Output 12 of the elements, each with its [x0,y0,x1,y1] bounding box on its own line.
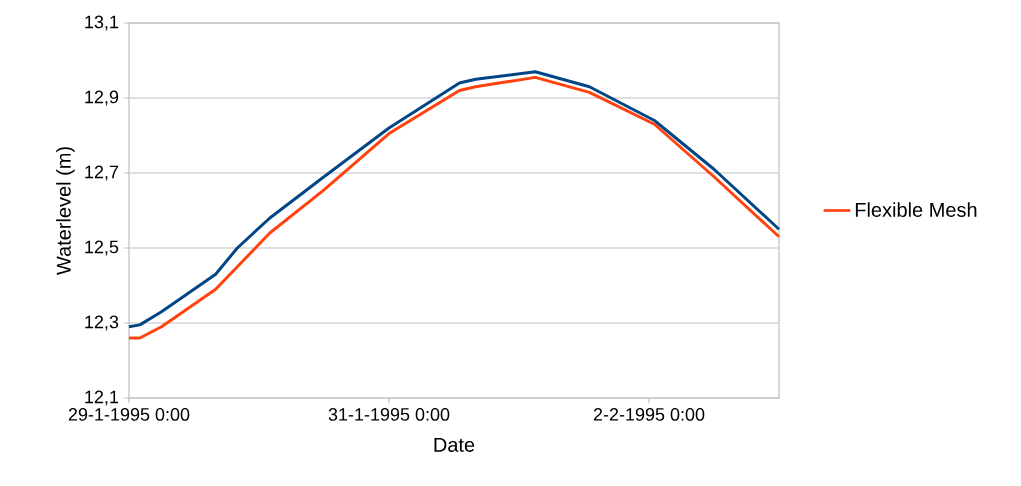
x-tick-label: 31-1-1995 0:00 [328,408,450,421]
y-tick-label: 12,9 [85,90,119,106]
x-tick-label: 29-1-1995 0:00 [68,408,190,421]
x-tick-label: 2-2-1995 0:00 [593,408,705,421]
y-tick-label: 13,1 [85,15,119,31]
x-axis-title: Date [434,437,475,452]
y-tick-label: 12,3 [85,315,119,331]
y-tick-label: 12,7 [85,165,119,181]
y-axis-title: Waterlevel (m) [56,147,75,276]
y-tick-label: 12,5 [85,240,119,256]
y-tick-label: 12,1 [85,390,119,406]
legend-label: Flexible Mesh [855,202,977,217]
